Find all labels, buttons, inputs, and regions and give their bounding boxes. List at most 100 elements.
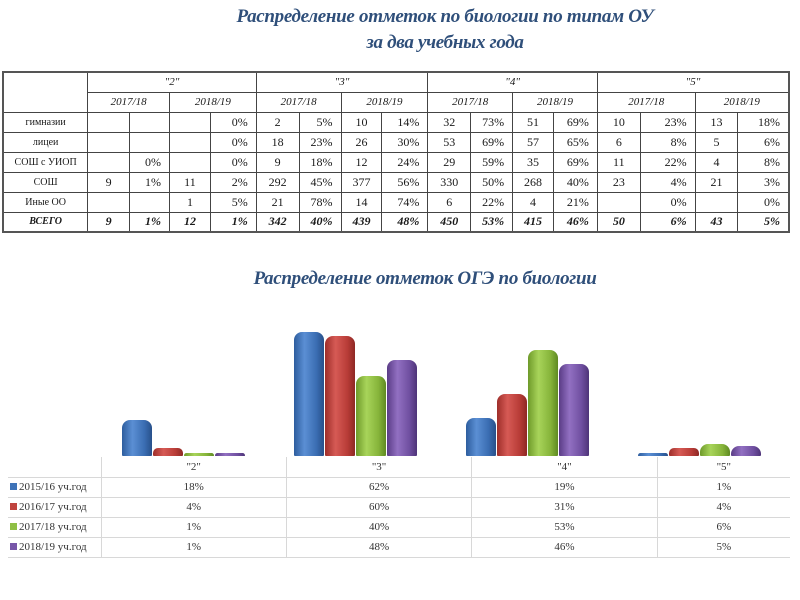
- percent-cell: 2%: [209, 171, 257, 193]
- percent-cell: 18%: [298, 151, 342, 173]
- count-cell: 57: [512, 131, 554, 153]
- grade-header: "3": [255, 71, 429, 93]
- percent-cell: 65%: [552, 131, 598, 153]
- count-cell: 51: [512, 111, 554, 133]
- table-row: СОШ с УИОП 0% 0% 9 18% 12 24% 29 59% 35 69% 11 22% 4 8…: [2, 151, 790, 173]
- percent-cell: 48%: [381, 211, 429, 233]
- bar: [122, 420, 152, 456]
- percent-cell: 0%: [129, 151, 171, 173]
- percent-cell: 1%: [129, 171, 171, 193]
- percent-cell: 73%: [470, 111, 514, 133]
- data-value: 53%: [471, 516, 658, 537]
- legend-label: 2016/17 уч.год: [19, 501, 87, 513]
- percent-cell: 0%: [209, 111, 257, 133]
- count-cell: 12: [340, 151, 383, 173]
- count-cell: [87, 151, 131, 173]
- year-header: 2017/18: [596, 91, 696, 113]
- chart-title: Распределение отметок ОГЭ по биологии: [253, 268, 597, 289]
- count-cell: 415: [512, 211, 554, 233]
- row-label: ВСЕГО: [2, 211, 89, 233]
- bar: [700, 444, 730, 456]
- count-cell: 4: [512, 191, 554, 213]
- count-cell: 29: [427, 151, 472, 173]
- table-row: Иные ОО 1 5% 21 78% 14 74% 6 22% 4 21% 0% 0%: [2, 191, 790, 213]
- count-cell: 10: [340, 111, 383, 133]
- count-cell: [169, 151, 211, 173]
- count-cell: 12: [169, 211, 211, 233]
- percent-cell: 22%: [639, 151, 696, 173]
- percent-cell: 74%: [381, 191, 429, 213]
- legend-swatch-icon: [10, 523, 17, 530]
- count-cell: [596, 191, 641, 213]
- count-cell: 14: [340, 191, 383, 213]
- data-value: 31%: [471, 496, 658, 517]
- percent-cell: 69%: [470, 131, 514, 153]
- percent-cell: 69%: [552, 111, 598, 133]
- percent-cell: [129, 111, 171, 133]
- data-value: 6%: [656, 516, 790, 537]
- percent-cell: 59%: [470, 151, 514, 173]
- count-cell: 21: [694, 171, 739, 193]
- percent-cell: 3%: [737, 171, 790, 193]
- bar: [387, 360, 417, 456]
- series-row: 2015/16 уч.год 18% 62% 19% 1%: [8, 476, 790, 497]
- data-value: 40%: [285, 516, 472, 537]
- year-header: 2017/18: [255, 91, 342, 113]
- count-cell: 6: [596, 131, 641, 153]
- row-label: СОШ: [2, 171, 89, 193]
- percent-cell: 40%: [298, 211, 342, 233]
- year-header: 2017/18: [87, 91, 171, 113]
- bar: [153, 448, 183, 456]
- percent-cell: 0%: [209, 131, 257, 153]
- count-cell: 11: [596, 151, 641, 173]
- count-cell: 4: [694, 151, 739, 173]
- table-row: гимназии 0% 2 5% 10 14% 32 73% 51 69% 10 23% 13 18%: [2, 111, 790, 133]
- percent-cell: 30%: [381, 131, 429, 153]
- percent-cell: 69%: [552, 151, 598, 173]
- percent-cell: 23%: [639, 111, 696, 133]
- percent-cell: 4%: [639, 171, 696, 193]
- category-label: "5": [656, 457, 790, 477]
- count-cell: 450: [427, 211, 472, 233]
- percent-cell: 6%: [639, 211, 696, 233]
- category-label: "4": [471, 457, 658, 477]
- data-value: 18%: [100, 476, 287, 497]
- percent-cell: 5%: [298, 111, 342, 133]
- legend-entry: 2017/18 уч.год: [8, 516, 101, 537]
- percent-cell: 22%: [470, 191, 514, 213]
- bar-group: [466, 300, 589, 456]
- count-cell: 2: [255, 111, 300, 133]
- legend-entry: 2018/19 уч.год: [8, 536, 101, 558]
- count-cell: 26: [340, 131, 383, 153]
- table-row: лицеи 0% 18 23% 26 30% 53 69% 57 65% 6 8% 5 6%: [2, 131, 790, 153]
- count-cell: [169, 111, 211, 133]
- row-label: Иные ОО: [2, 191, 89, 213]
- grade-header: "5": [596, 71, 790, 93]
- percent-cell: 24%: [381, 151, 429, 173]
- percent-cell: 78%: [298, 191, 342, 213]
- percent-cell: [129, 131, 171, 153]
- data-value: 5%: [656, 536, 790, 558]
- count-cell: 439: [340, 211, 383, 233]
- bar: [731, 446, 761, 456]
- category-row: "2" "3" "4" "5": [8, 457, 790, 477]
- percent-cell: 21%: [552, 191, 598, 213]
- data-value: 62%: [285, 476, 472, 497]
- count-cell: 11: [169, 171, 211, 193]
- count-cell: 292: [255, 171, 300, 193]
- count-cell: [87, 191, 131, 213]
- bar-group: [638, 300, 761, 456]
- bar: [184, 453, 214, 456]
- chart-plot-area: [100, 300, 790, 456]
- series-row: 2018/19 уч.год 1% 48% 46% 5%: [8, 536, 790, 558]
- count-cell: 9: [87, 171, 131, 193]
- percent-cell: [129, 191, 171, 213]
- percent-cell: 53%: [470, 211, 514, 233]
- table-row: ВСЕГО 9 1% 12 1% 342 40% 439 48% 450 53% 415 46% 50 6%…: [2, 211, 790, 233]
- legend-swatch-icon: [10, 543, 17, 550]
- count-cell: 9: [255, 151, 300, 173]
- count-cell: 50: [596, 211, 641, 233]
- percent-cell: 23%: [298, 131, 342, 153]
- count-cell: 268: [512, 171, 554, 193]
- count-cell: 35: [512, 151, 554, 173]
